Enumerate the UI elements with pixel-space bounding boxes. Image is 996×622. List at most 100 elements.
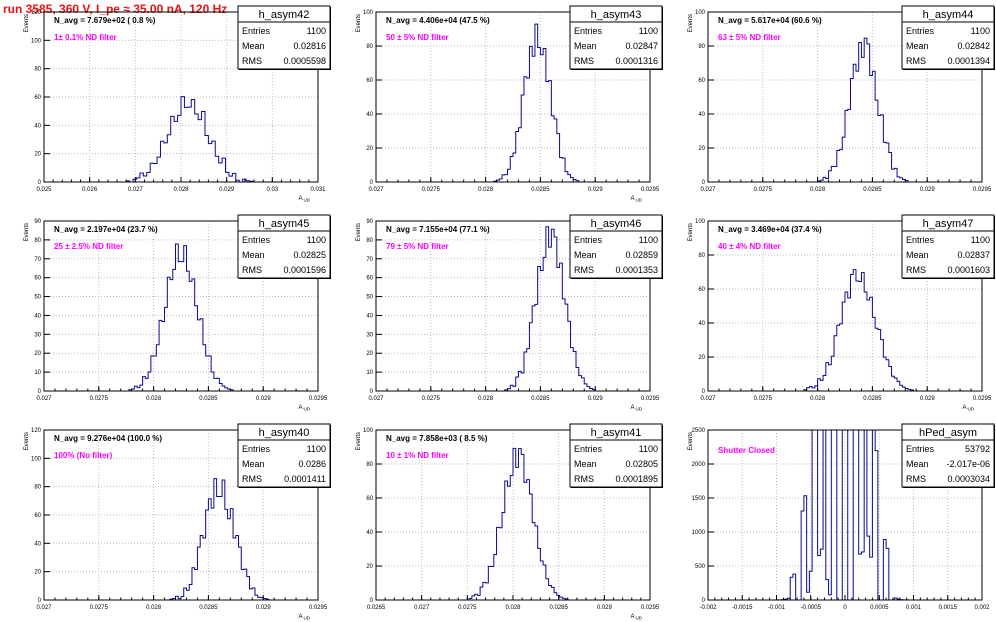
chart-h_asym46: 0.027 0.0275 0.028 0.0285 0.029 0.0295 0 10 20 30… (356, 214, 663, 412)
hist-title: h_asym43 (591, 9, 642, 21)
stat-value-mean: 0.02842 (957, 41, 990, 51)
y-tick-label: 0 (38, 180, 42, 186)
stat-label-mean: Mean (574, 459, 597, 469)
y-tick-label: 1500 (692, 496, 706, 502)
x-tick-label: 0.002 (974, 605, 990, 611)
stat-label-rms: RMS (242, 265, 262, 275)
x-tick-label: 0.0295 (641, 396, 660, 402)
x-tick-label: 0.029 (920, 187, 936, 193)
hist-title: h_asym44 (923, 9, 974, 21)
stat-value-rms: 0.0001411 (284, 474, 326, 484)
stats-box (901, 423, 995, 488)
stats-box (901, 214, 995, 279)
x-tick-label: 0.03 (266, 187, 278, 193)
x-tick-label: 0.0285 (199, 396, 218, 402)
stat-value-mean: -2.017e-06 (946, 459, 990, 469)
y-tick-label: 120 (31, 10, 42, 16)
stat-label-mean: Mean (906, 41, 929, 51)
stat-label-rms: RMS (242, 474, 262, 484)
x-tick-label: 0.029 (588, 396, 604, 402)
x-tick-label: 0.0285 (531, 187, 550, 193)
y-tick-label: 30 (366, 332, 373, 338)
y-tick-label: 40 (698, 321, 705, 327)
stat-value-mean: 0.02847 (625, 41, 658, 51)
y-tick-label: 0 (38, 389, 42, 395)
x-tick-label: 0.028 (146, 396, 162, 402)
stat-label-mean: Mean (242, 41, 265, 51)
plot-frame (375, 220, 651, 392)
y-axis-label: Events (688, 14, 694, 32)
y-tick-label: 60 (698, 78, 705, 84)
y-tick-label: 40 (366, 112, 373, 118)
plot-frame (375, 11, 651, 183)
x-tick-label: 0.001 (906, 605, 922, 611)
stat-label-entries: Entries (906, 26, 935, 36)
x-tick-label: 0.0275 (754, 396, 773, 402)
chart-h_asym40: 0.027 0.0275 0.028 0.0285 0.029 0.0295 0 20 40 60… (24, 423, 331, 621)
stat-label-rms: RMS (906, 56, 926, 66)
stat-value-entries: 1100 (971, 26, 990, 36)
stat-value-entries: 1100 (639, 235, 658, 245)
x-tick-label: 0.029 (256, 396, 272, 402)
filter-note: 79 ± 5% ND filter (386, 242, 449, 251)
stat-value-rms: 0.0001895 (615, 474, 658, 484)
x-tick-label: 0.0295 (641, 605, 660, 611)
y-tick-label: 50 (34, 295, 41, 301)
stat-label-entries: Entries (242, 235, 271, 245)
stat-value-mean: 0.02859 (625, 250, 658, 260)
x-tick-label: 0.0295 (309, 396, 328, 402)
y-tick-label: 70 (366, 257, 373, 263)
x-tick-label: 0.0005 (870, 605, 889, 611)
n-avg-annotation: N_avg = 3.469e+04 (37.4 %) (718, 225, 822, 234)
n-avg-annotation: N_avg = 7.858e+03 ( 8.5 %) (386, 434, 488, 443)
x-tick-label: 0.0265 (367, 605, 386, 611)
stat-label-entries: Entries (242, 26, 271, 36)
x-tick-label: 0.028 (478, 396, 494, 402)
stat-label-rms: RMS (574, 474, 594, 484)
x-tick-label: 0.0275 (458, 605, 477, 611)
stat-label-entries: Entries (574, 235, 603, 245)
stats-box (237, 423, 331, 488)
stat-label-entries: Entries (242, 444, 271, 454)
x-tick-label: 0.0285 (549, 605, 568, 611)
x-tick-label: 0.029 (597, 605, 613, 611)
stats-box (237, 214, 331, 279)
stat-value-rms: 0.0003034 (947, 474, 990, 484)
stat-value-mean: 0.0286 (298, 459, 326, 469)
chart-h_asym43: 0.027 0.0275 0.028 0.0285 0.029 0.0295 0 20 40 60… (356, 5, 663, 203)
y-tick-label: 2500 (692, 428, 706, 434)
y-tick-label: 120 (31, 428, 42, 434)
y-tick-label: 50 (366, 295, 373, 301)
y-tick-label: 80 (698, 253, 705, 259)
chart-h_asym45: 0.027 0.0275 0.028 0.0285 0.029 0.0295 0 10 20 30… (24, 214, 331, 412)
y-tick-label: 40 (366, 313, 373, 319)
y-tick-label: 0 (702, 180, 706, 186)
stat-value-rms: 0.0001603 (947, 265, 990, 275)
stat-value-entries: 1100 (639, 444, 658, 454)
hist-title: h_asym47 (923, 218, 974, 230)
n-avg-annotation: N_avg = 9.276e+04 (100.0 %) (54, 434, 162, 443)
x-tick-label: 0.028 (173, 187, 189, 193)
stat-value-mean: 0.02816 (293, 41, 326, 51)
x-tick-label: 0.027 (700, 396, 716, 402)
y-axis-label: Events (356, 223, 362, 241)
stat-label-rms: RMS (906, 265, 926, 275)
y-tick-label: 100 (31, 456, 42, 462)
n-avg-annotation: N_avg = 7.679e+02 ( 0.8 %) (54, 16, 156, 25)
stat-label-entries: Entries (906, 444, 935, 454)
x-tick-label: 0.029 (219, 187, 235, 193)
y-tick-label: 60 (34, 95, 41, 101)
n-avg-annotation: N_avg = 4.406e+04 (47.5 %) (386, 16, 490, 25)
x-tick-label: 0.027 (128, 187, 144, 193)
stats-box (237, 5, 331, 70)
x-tick-label: 0.0275 (422, 396, 441, 402)
y-tick-label: 10 (366, 370, 373, 376)
n-avg-annotation: N_avg = 2.197e+04 (23.7 %) (54, 225, 158, 234)
x-tick-label: -0.0005 (801, 605, 822, 611)
stat-value-mean: 0.02825 (293, 250, 326, 260)
y-tick-label: 20 (34, 351, 41, 357)
y-tick-label: 80 (698, 44, 705, 50)
x-tick-label: 0.027 (368, 187, 384, 193)
y-tick-label: 80 (34, 485, 41, 491)
